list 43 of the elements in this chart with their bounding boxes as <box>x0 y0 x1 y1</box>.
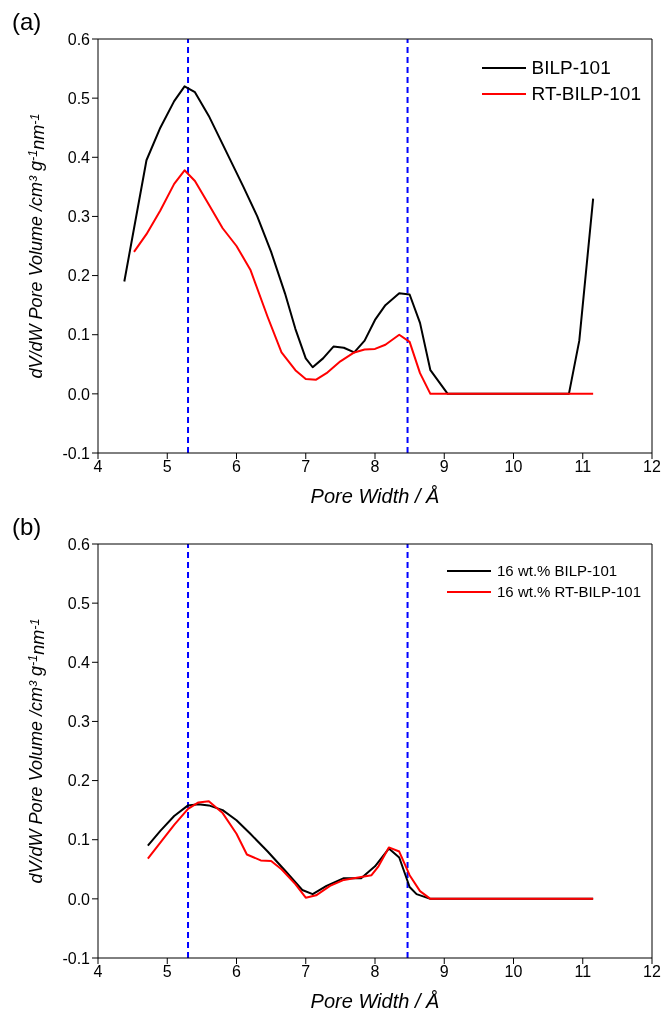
x-tick-label: 8 <box>370 458 380 476</box>
legend-label: 16 wt.% RT-BILP-101 <box>497 583 641 600</box>
x-axis-title: Pore Width / Å <box>310 485 440 507</box>
x-tick-label: 5 <box>162 963 172 981</box>
y-tick-label: 0.6 <box>67 535 91 553</box>
x-tick-label: 5 <box>162 458 172 476</box>
y-tick-label: 0.2 <box>67 772 91 790</box>
y-tick-label: 0.5 <box>67 594 91 612</box>
x-tick-label: 7 <box>301 963 311 981</box>
legend-label: BILP-101 <box>531 57 611 79</box>
x-tick-label: 11 <box>574 458 592 476</box>
x-tick-label: 6 <box>232 963 242 981</box>
y-tick-label: 0.4 <box>67 148 91 166</box>
chart-title: (b) <box>12 513 42 541</box>
y-tick-label: 0.6 <box>67 30 91 48</box>
y-tick-label: 0.5 <box>67 89 91 107</box>
y-tick-label: 0.3 <box>67 713 91 731</box>
x-tick-label: 6 <box>232 458 242 476</box>
x-tick-label: 7 <box>301 458 311 476</box>
y-tick-label: 0.2 <box>67 267 91 285</box>
x-tick-label: 10 <box>504 458 523 476</box>
legend-label: 16 wt.% BILP-101 <box>497 562 618 579</box>
y-tick-label: 0.0 <box>67 890 91 908</box>
x-axis-title: Pore Width / Å <box>310 990 440 1012</box>
x-tick-label: 8 <box>370 963 380 981</box>
x-tick-label: 9 <box>439 458 449 476</box>
line-series <box>133 169 595 395</box>
y-tick-label: 0.1 <box>67 326 91 344</box>
x-tick-label: 12 <box>643 963 661 981</box>
x-tick-label: 10 <box>504 963 523 981</box>
x-tick-label: 4 <box>93 963 103 981</box>
y-tick-label: -0.1 <box>62 949 91 967</box>
y-tick-label: 0.4 <box>67 653 91 671</box>
y-tick-label: -0.1 <box>62 444 91 462</box>
x-tick-label: 11 <box>574 963 592 981</box>
x-tick-label: 4 <box>93 458 103 476</box>
chart-title: (a) <box>12 8 42 36</box>
y-tick-label: 0.3 <box>67 208 91 226</box>
y-tick-label: 0.0 <box>67 385 91 403</box>
x-tick-label: 9 <box>439 963 449 981</box>
legend-label: RT-BILP-101 <box>531 83 641 105</box>
y-tick-label: 0.1 <box>67 831 91 849</box>
x-tick-label: 12 <box>643 458 661 476</box>
